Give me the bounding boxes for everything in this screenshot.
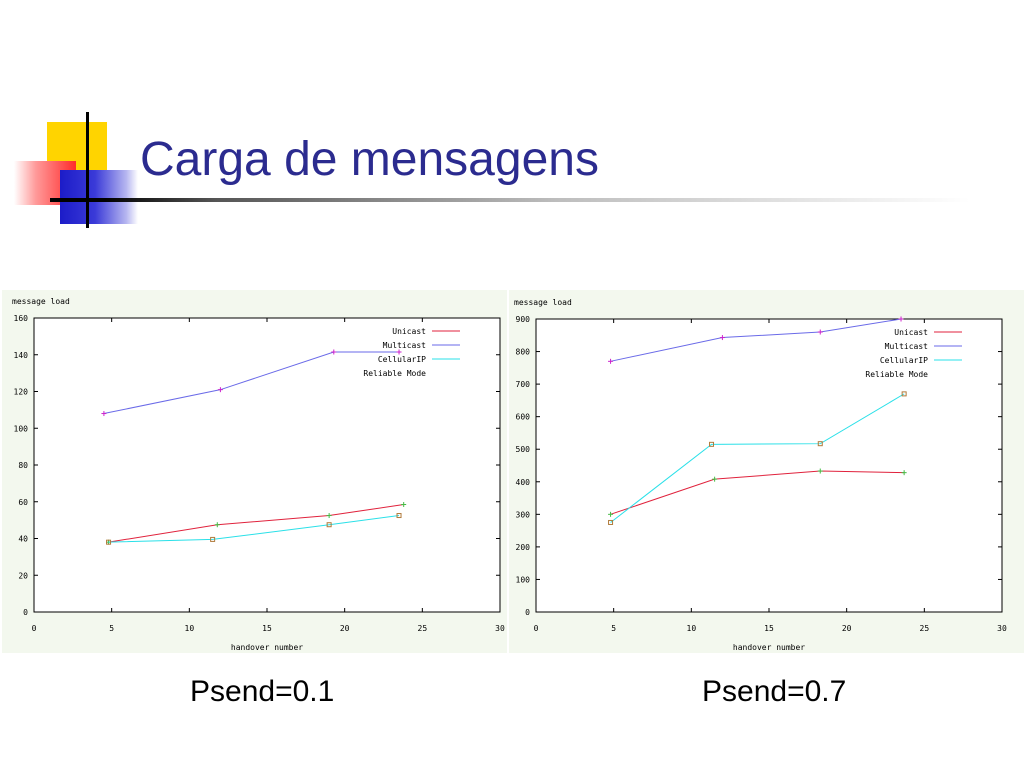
title-underline (50, 198, 970, 202)
y-tick-label: 80 (18, 461, 28, 470)
data-point (817, 441, 823, 447)
series-line-unicast (108, 504, 404, 543)
x-tick-label: 15 (262, 624, 272, 633)
x-axis-label: handover number (231, 643, 303, 652)
y-tick-label: 0 (23, 608, 28, 617)
data-point (217, 387, 223, 393)
data-point (901, 391, 907, 397)
y-tick-label: 300 (516, 510, 531, 519)
data-point (106, 539, 112, 545)
y-tick-label: 140 (14, 351, 29, 360)
chart-psend-0-1: message load handover number 0 5 10 15 20 25 30 0… (2, 290, 507, 653)
legend-label: Unicast (894, 328, 928, 337)
plot-area (33, 317, 501, 613)
legend-label: Reliable Mode (865, 370, 928, 379)
x-tick-label: 20 (340, 624, 350, 633)
y-tick-label: 160 (14, 314, 29, 323)
y-axis-label: message load (514, 298, 572, 307)
plot-area (535, 318, 1003, 613)
x-tick-label: 5 (109, 624, 114, 633)
series-line-cellularip (610, 393, 905, 523)
series-line-unicast (610, 470, 905, 515)
data-point (817, 329, 823, 335)
legend-label: CellularIP (880, 356, 928, 365)
data-point (101, 411, 107, 417)
y-tick-label: 20 (18, 571, 28, 580)
data-point (709, 441, 715, 447)
data-point (210, 536, 216, 542)
data-point (608, 358, 614, 364)
x-tick-label: 25 (418, 624, 428, 633)
legend-label: CellularIP (378, 355, 426, 364)
series-line-multicast (610, 318, 902, 362)
data-point (396, 349, 402, 355)
y-tick-label: 60 (18, 498, 28, 507)
data-point (817, 468, 823, 474)
y-tick-label: 200 (516, 543, 531, 552)
y-tick-label: 0 (525, 608, 530, 617)
legend-label: Unicast (392, 327, 426, 336)
y-axis-label: message load (12, 297, 70, 306)
data-point (326, 522, 332, 528)
data-point (901, 470, 907, 476)
data-point (401, 502, 407, 508)
x-tick-label: 15 (764, 624, 774, 633)
x-tick-label: 0 (534, 624, 539, 633)
series-line-cellularip (108, 515, 400, 543)
y-tick-label: 100 (516, 575, 531, 584)
data-point (608, 511, 614, 517)
data-point (214, 522, 220, 528)
series-line-multicast (103, 351, 400, 415)
y-tick-label: 900 (516, 315, 531, 324)
x-tick-label: 30 (997, 624, 1007, 633)
x-tick-label: 10 (185, 624, 195, 633)
y-tick-label: 500 (516, 445, 531, 454)
x-tick-label: 25 (920, 624, 930, 633)
legend-label: Reliable Mode (363, 369, 426, 378)
y-tick-label: 40 (18, 535, 28, 544)
legend-label: Multicast (383, 341, 427, 350)
x-tick-label: 10 (687, 624, 697, 633)
decor-vertical-line (86, 112, 89, 228)
x-axis-label: handover number (733, 643, 805, 652)
caption-psend-0-7: Psend=0.7 (702, 675, 847, 708)
data-point (898, 316, 904, 322)
data-point (331, 349, 337, 355)
data-point (396, 513, 402, 519)
caption-psend-0-1: Psend=0.1 (190, 675, 335, 708)
x-tick-label: 30 (495, 624, 505, 633)
y-tick-label: 120 (14, 388, 29, 397)
legend-label: Multicast (885, 342, 929, 351)
x-tick-label: 20 (842, 624, 852, 633)
y-tick-label: 100 (14, 424, 29, 433)
data-point (326, 513, 332, 519)
slide-title: Carga de mensagens (140, 133, 599, 186)
y-tick-label: 700 (516, 380, 531, 389)
y-tick-label: 800 (516, 348, 531, 357)
x-tick-label: 0 (32, 624, 37, 633)
y-tick-label: 400 (516, 478, 531, 487)
x-tick-label: 5 (611, 624, 616, 633)
data-point (712, 476, 718, 482)
data-point (719, 335, 725, 341)
decor-blue-square (60, 170, 138, 224)
data-point (608, 519, 614, 525)
y-tick-label: 600 (516, 413, 531, 422)
